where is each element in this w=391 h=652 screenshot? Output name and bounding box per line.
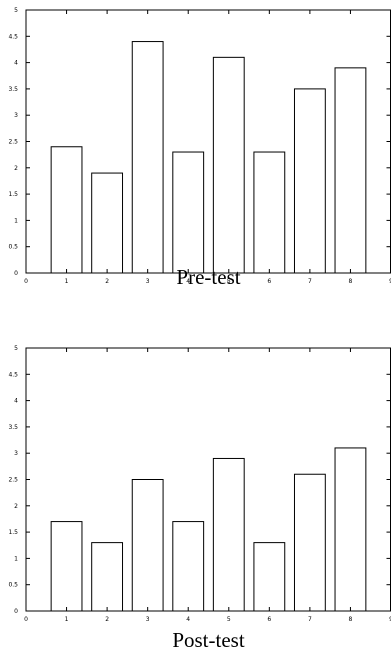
x-tick-label: 7 xyxy=(308,278,312,285)
y-tick-label: 4 xyxy=(14,60,18,67)
x-tick-label: 2 xyxy=(105,278,109,285)
y-tick-label: 4.5 xyxy=(8,33,18,40)
bar-8 xyxy=(334,67,367,274)
y-tick-label: 1.5 xyxy=(8,529,18,536)
bar-7 xyxy=(293,88,326,274)
y-tick-label: 1.5 xyxy=(8,191,18,198)
y-tick-label: 4 xyxy=(14,398,18,405)
bar-2 xyxy=(91,172,124,274)
y-tick-label: 2 xyxy=(14,165,18,172)
x-tick-label: 2 xyxy=(105,616,109,623)
bar-8 xyxy=(334,447,367,612)
x-tick-label: 5 xyxy=(227,278,231,285)
bar-4 xyxy=(172,151,205,274)
y-tick-label: 3 xyxy=(14,450,18,457)
x-tick-label: 8 xyxy=(349,278,353,285)
y-tick-label: 1 xyxy=(14,217,18,224)
x-tick-label: 0 xyxy=(24,278,28,285)
y-tick-label: 0 xyxy=(14,270,18,277)
x-tick-label: 7 xyxy=(308,616,312,623)
bar-7 xyxy=(293,473,326,612)
x-tick-label: 1 xyxy=(65,616,69,623)
y-tick-label: 0.5 xyxy=(8,244,18,251)
x-tick-label: 9 xyxy=(389,616,391,623)
chart-panel-1: 0 0.5 1 1.5 2 2.5 3 3.5 4 4.5 5 0 1 2 3 4 5 6 7 8 9 Pre-test xyxy=(8,7,391,289)
bar-2 xyxy=(91,542,124,612)
x-tick-label: 1 xyxy=(65,278,69,285)
y-tick-label: 0 xyxy=(14,608,18,615)
x-tick-label: 6 xyxy=(267,278,271,285)
bar-4 xyxy=(172,521,205,612)
y-tick-label: 2.5 xyxy=(8,477,18,484)
y-tick-label: 5 xyxy=(14,345,18,352)
chart-panel-2: 0 0.5 1 1.5 2 2.5 3 3.5 4 4.5 5 0 1 2 3 4 5 6 7 8 9 Post-test xyxy=(8,345,391,652)
x-tick-label: 4 xyxy=(186,616,190,623)
y-tick-label: 3.5 xyxy=(8,424,18,431)
x-tick-label: 3 xyxy=(146,278,150,285)
y-tick-label: 2.5 xyxy=(8,139,18,146)
chart-title: Pre-test xyxy=(176,265,240,289)
y-tick-label: 1 xyxy=(14,555,18,562)
bar-1 xyxy=(50,521,83,612)
x-tick-label: 3 xyxy=(146,616,150,623)
bar-1 xyxy=(50,146,83,274)
x-tick-label: 9 xyxy=(389,278,391,285)
x-tick-label: 0 xyxy=(24,616,28,623)
bar-3 xyxy=(131,479,164,612)
y-tick-label: 4.5 xyxy=(8,371,18,378)
y-tick-label: 2 xyxy=(14,503,18,510)
bar-6 xyxy=(253,151,286,274)
y-tick-label: 0.5 xyxy=(8,582,18,589)
bar-6 xyxy=(253,542,286,612)
x-tick-label: 6 xyxy=(267,616,271,623)
x-tick-label: 4 xyxy=(186,278,190,285)
x-tick-label: 5 xyxy=(227,616,231,623)
x-tick-label: 8 xyxy=(349,616,353,623)
chart-title: Post-test xyxy=(172,628,245,652)
bar-5 xyxy=(212,56,245,274)
bar-5 xyxy=(212,457,245,612)
bar-3 xyxy=(131,41,164,274)
y-tick-label: 3 xyxy=(14,112,18,119)
y-tick-label: 3.5 xyxy=(8,86,18,93)
y-tick-label: 5 xyxy=(14,7,18,14)
